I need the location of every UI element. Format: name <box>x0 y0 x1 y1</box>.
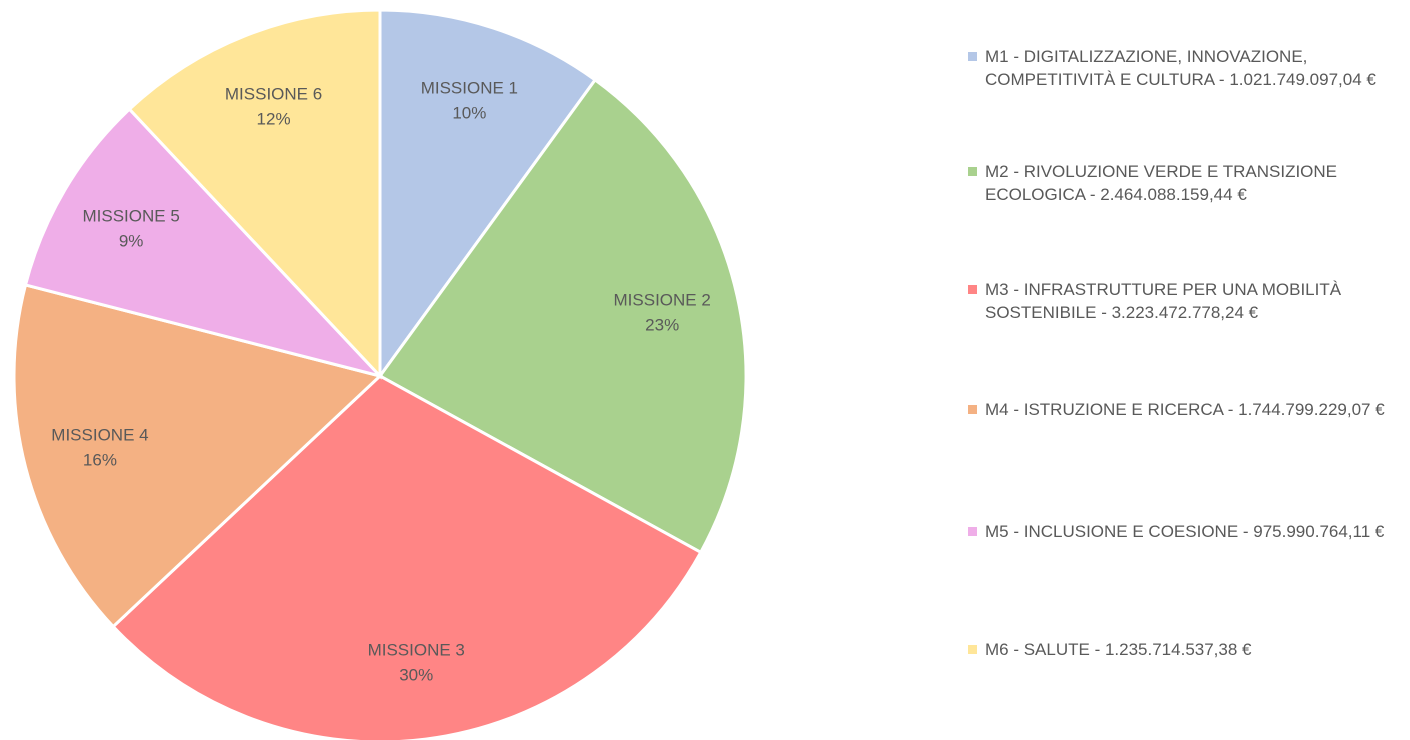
pie-slice <box>12 283 384 629</box>
slice-value-label: 10% <box>452 103 486 122</box>
slice-label: MISSIONE 3 <box>368 640 465 659</box>
legend-label: M6 - SALUTE - 1.235.714.537,38 € <box>985 640 1252 659</box>
legend-swatch <box>968 405 977 414</box>
slice-label: MISSIONE 4 <box>51 425 148 444</box>
legend-label: M1 - DIGITALIZZAZIONE, INNOVAZIONE, COMP… <box>985 47 1376 89</box>
pie-chart: MISSIONE 1 10% MISSIONE 2 23% MISSIONE 3 30% M… <box>12 8 748 740</box>
legend-swatch <box>968 645 977 654</box>
legend-swatch <box>968 52 977 61</box>
legend-item: M3 - INFRASTRUTTURE PER UNA MOBILITÀ SOS… <box>968 278 1408 324</box>
slice-value-label: 23% <box>645 315 679 334</box>
pie-slice <box>111 374 703 740</box>
legend-item: M5 - INCLUSIONE E COESIONE - 975.990.764… <box>968 520 1408 543</box>
legend-swatch <box>968 285 977 294</box>
legend-label: M2 - RIVOLUZIONE VERDE E TRANSIZIONE ECO… <box>985 162 1338 204</box>
slice-value-label: 30% <box>399 665 433 684</box>
slice-value-label: 12% <box>257 110 291 129</box>
legend-item: M6 - SALUTE - 1.235.714.537,38 € <box>968 638 1408 661</box>
pie-slice <box>377 77 748 555</box>
slice-label: MISSIONE 1 <box>421 78 518 97</box>
legend-item: M1 - DIGITALIZZAZIONE, INNOVAZIONE, COMP… <box>968 45 1408 91</box>
legend-label: M5 - INCLUSIONE E COESIONE - 975.990.764… <box>985 522 1385 541</box>
slice-label: MISSIONE 2 <box>614 290 711 309</box>
slice-value-label: 16% <box>83 450 117 469</box>
legend-swatch <box>968 167 977 176</box>
slice-value-label: 9% <box>119 231 144 250</box>
legend-label: M3 - INFRASTRUTTURE PER UNA MOBILITÀ SOS… <box>985 280 1342 322</box>
legend-item: M4 - ISTRUZIONE E RICERCA - 1.744.799.22… <box>968 398 1408 421</box>
pie-slice <box>23 107 385 379</box>
slice-label: MISSIONE 6 <box>225 85 322 104</box>
legend-label: M4 - ISTRUZIONE E RICERCA - 1.744.799.22… <box>985 400 1385 419</box>
pie-slice <box>127 8 382 380</box>
slice-label: MISSIONE 5 <box>82 206 179 225</box>
legend-swatch <box>968 527 977 536</box>
pie-slice <box>378 8 598 381</box>
legend-item: M2 - RIVOLUZIONE VERDE E TRANSIZIONE ECO… <box>968 160 1408 206</box>
